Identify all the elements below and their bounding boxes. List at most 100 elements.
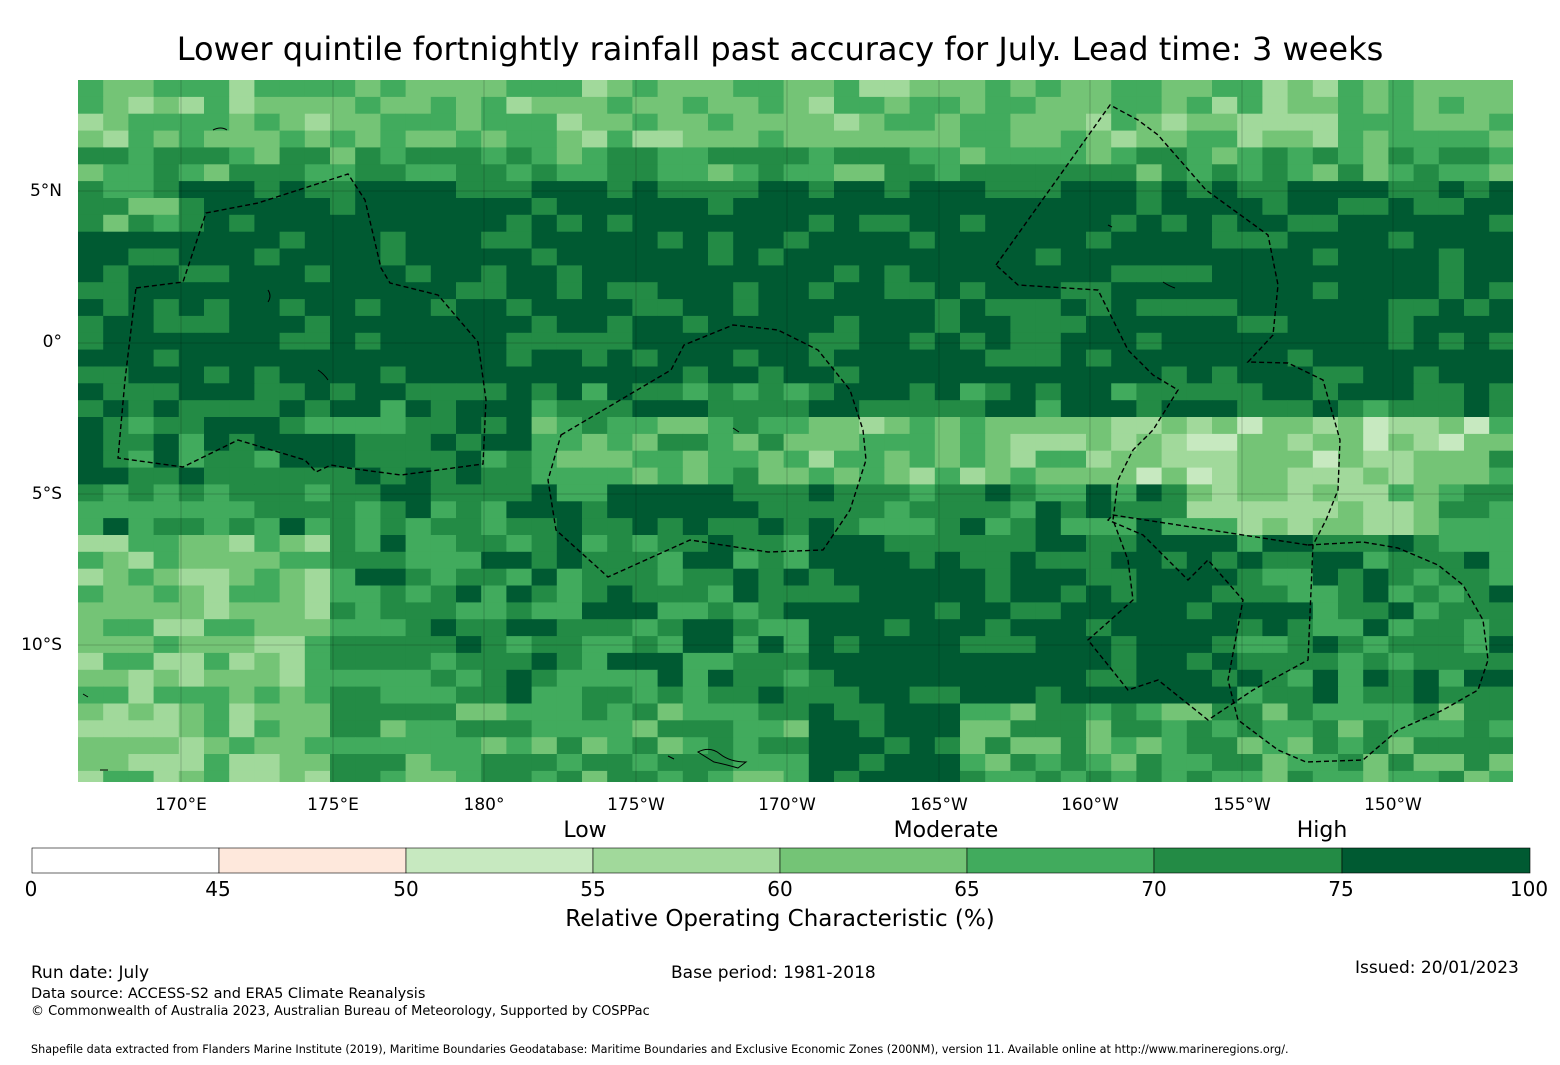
map-cell xyxy=(1237,349,1263,367)
map-cell xyxy=(1212,181,1238,199)
map-cell xyxy=(531,198,558,216)
map-cell xyxy=(733,265,759,283)
map-cell xyxy=(607,214,633,233)
map-cell xyxy=(1186,147,1213,165)
map-cell xyxy=(960,450,986,468)
map-cell xyxy=(1489,147,1513,165)
map-cell xyxy=(708,652,734,671)
map-cell xyxy=(405,147,432,165)
map-cell xyxy=(859,417,885,435)
map-cell xyxy=(934,282,961,300)
map-cell xyxy=(1161,147,1188,165)
map-cell xyxy=(1489,383,1513,401)
map-cell xyxy=(582,433,608,452)
map-cell xyxy=(456,450,482,468)
map-cell xyxy=(682,669,709,688)
map-cell xyxy=(1464,669,1490,688)
map-cell xyxy=(204,669,230,688)
map-cell xyxy=(884,686,910,704)
map-cell xyxy=(456,214,482,233)
map-cell xyxy=(1136,652,1162,671)
map-cell xyxy=(330,349,356,367)
map-cell xyxy=(708,198,734,216)
map-cell xyxy=(1186,433,1213,452)
map-cell xyxy=(178,636,205,654)
map-cell xyxy=(405,518,432,536)
colorbar-segment xyxy=(592,847,781,874)
map-cell xyxy=(430,636,457,654)
map-cell xyxy=(229,433,255,452)
map-cell xyxy=(1035,80,1062,98)
map-cell xyxy=(657,535,684,553)
map-cell xyxy=(355,568,381,586)
map-cell xyxy=(1060,400,1087,418)
map-cell xyxy=(1438,113,1465,131)
map-cell xyxy=(128,214,154,233)
map-cell xyxy=(808,518,835,536)
map-cell xyxy=(834,737,860,755)
map-cell xyxy=(481,535,507,553)
map-cell xyxy=(1186,535,1213,553)
map-cell xyxy=(1262,518,1288,536)
map-cell xyxy=(1388,265,1414,283)
map-cell xyxy=(582,669,608,688)
map-cell xyxy=(1262,737,1288,755)
map-cell xyxy=(1136,96,1162,115)
map-cell xyxy=(355,450,381,468)
map-cell xyxy=(304,669,331,688)
map-cell xyxy=(1489,737,1513,755)
map-cell xyxy=(1438,383,1465,401)
map-cell xyxy=(1010,248,1036,266)
map-cell xyxy=(556,433,583,452)
map-cell xyxy=(934,585,961,603)
map-cell xyxy=(733,754,759,772)
map-cell xyxy=(229,417,255,435)
map-cell xyxy=(1287,450,1314,468)
map-cell xyxy=(708,686,734,704)
map-cell xyxy=(783,551,810,570)
map-cell xyxy=(1287,299,1314,317)
map-cell xyxy=(254,720,280,738)
map-cell xyxy=(708,551,734,570)
map-cell xyxy=(1237,669,1263,688)
map-cell xyxy=(380,96,406,115)
map-cell xyxy=(279,349,306,367)
map-cell xyxy=(1363,518,1389,536)
map-cell xyxy=(1010,602,1036,620)
map-cell xyxy=(128,551,154,570)
map-cell xyxy=(834,551,860,570)
map-cell xyxy=(985,535,1011,553)
map-cell xyxy=(279,214,306,233)
map-cell xyxy=(733,417,759,435)
map-cell xyxy=(556,400,583,418)
map-cell xyxy=(204,703,230,721)
map-cell xyxy=(1010,551,1036,570)
map-cell xyxy=(556,282,583,300)
map-cell xyxy=(128,265,154,283)
map-cell xyxy=(279,720,306,738)
map-cell xyxy=(531,703,558,721)
map-cell xyxy=(506,231,532,249)
map-cell xyxy=(758,383,784,401)
map-cell xyxy=(405,400,432,418)
map-cell xyxy=(1136,585,1162,603)
map-cell xyxy=(128,619,154,637)
map-cell xyxy=(682,147,709,165)
map-cell xyxy=(1010,770,1036,782)
map-cell xyxy=(178,366,205,384)
map-cell xyxy=(783,535,810,553)
map-cell xyxy=(682,585,709,603)
map-cell xyxy=(1086,181,1112,199)
map-cell xyxy=(1388,568,1414,586)
map-cell xyxy=(1237,96,1263,115)
map-cell xyxy=(128,299,154,317)
map-cell xyxy=(178,703,205,721)
map-cell xyxy=(1212,315,1238,334)
map-cell xyxy=(1086,770,1112,782)
map-cell xyxy=(1086,568,1112,586)
map-cell xyxy=(708,484,734,502)
map-cell xyxy=(1035,349,1062,367)
map-cell xyxy=(808,636,835,654)
map-cell xyxy=(808,113,835,131)
map-cell xyxy=(178,198,205,216)
